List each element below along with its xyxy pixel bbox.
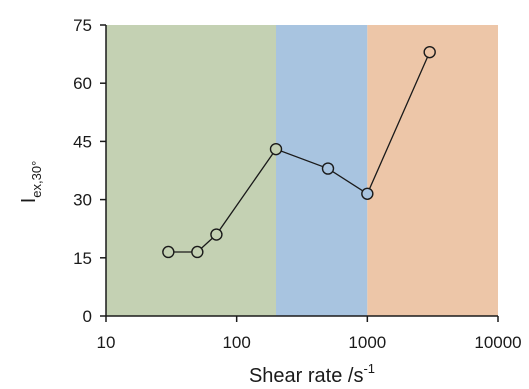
x-tick-label: 10	[97, 333, 116, 352]
y-tick-label: 75	[73, 16, 92, 35]
data-point	[423, 45, 436, 59]
data-point	[361, 187, 374, 200]
x-axis-title: Shear rate /s-1	[249, 361, 375, 387]
region-2	[367, 25, 498, 316]
x-tick-label: 1000	[348, 333, 386, 352]
y-tick-label: 30	[73, 191, 92, 210]
shaded-regions	[106, 25, 498, 316]
series-points	[162, 45, 436, 259]
data-point	[210, 228, 223, 241]
region-1	[276, 25, 368, 316]
axes	[105, 25, 498, 317]
data-point	[321, 162, 335, 175]
x-ticks: 10 100 1000 10000	[97, 316, 522, 352]
y-tick-label: 45	[73, 132, 92, 151]
x-tick-label: 10000	[474, 333, 521, 352]
data-point	[162, 245, 175, 259]
y-ticks: 0 15 30 45 60 75	[73, 16, 106, 326]
data-point	[191, 245, 204, 259]
y-axis-title: Iex,30°	[18, 161, 44, 204]
x-tick-label: 100	[222, 333, 250, 352]
y-tick-label: 15	[73, 249, 92, 268]
y-tick-label: 60	[73, 74, 92, 93]
y-tick-label: 0	[83, 307, 92, 326]
data-point	[269, 142, 283, 156]
region-0	[106, 25, 277, 316]
